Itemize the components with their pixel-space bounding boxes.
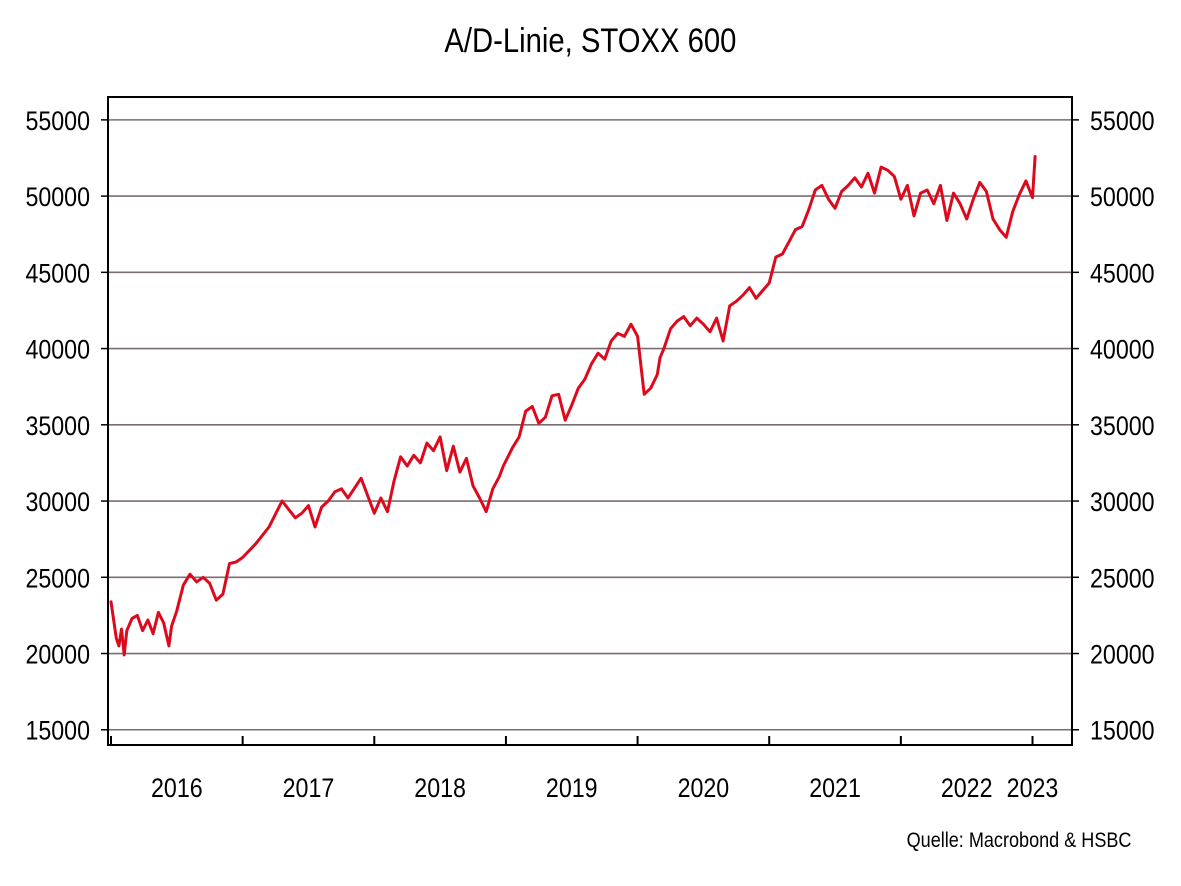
y-tick-label-right: 35000 [1090, 411, 1155, 441]
y-tick-label-right: 55000 [1090, 106, 1155, 136]
x-tick-label: 2018 [414, 773, 466, 803]
y-axis-right: 15000 20000 25000 30000 35000 40000 45000 50000… [1072, 106, 1155, 746]
x-tick-label: 2023 [1007, 773, 1059, 803]
y-tick-label-left: 15000 [25, 716, 90, 746]
series-layer [109, 155, 1037, 657]
series-line [109, 155, 1037, 657]
y-tick-label-left: 40000 [25, 335, 90, 365]
y-tick-label-right: 50000 [1090, 183, 1155, 213]
x-tick-label: 2021 [809, 773, 861, 803]
y-tick-label-right: 20000 [1090, 640, 1155, 670]
grid-lines [108, 119, 1072, 731]
y-tick-label-right: 15000 [1090, 716, 1155, 746]
y-tick-label-left: 30000 [25, 487, 90, 517]
y-tick-label-right: 25000 [1090, 564, 1155, 594]
y-tick-label-left: 25000 [25, 564, 90, 594]
chart-title: A/D-Linie, STOXX 600 [444, 22, 737, 60]
y-tick-label-left: 35000 [25, 411, 90, 441]
y-tick-label-left: 20000 [25, 640, 90, 670]
y-tick-label-left: 45000 [25, 259, 90, 289]
y-tick-label-right: 40000 [1090, 335, 1155, 365]
x-tick-label: 2020 [678, 773, 730, 803]
x-tick-label: 2016 [151, 773, 203, 803]
y-tick-label-right: 30000 [1090, 487, 1155, 517]
x-axis: 2016 2017 2018 2019 2020 2021 2022 2023 [110, 736, 1059, 803]
x-tick-label: 2022 [941, 773, 993, 803]
y-axis-left: 15000 20000 25000 30000 35000 40000 45000 50000… [25, 106, 108, 746]
y-tick-label-left: 50000 [25, 183, 90, 213]
plot-frame [107, 96, 1073, 746]
y-tick-label-right: 45000 [1090, 259, 1155, 289]
source-note: Quelle: Macrobond & HSBC [906, 829, 1131, 852]
x-tick-label: 2017 [283, 773, 335, 803]
x-tick-label: 2019 [546, 773, 598, 803]
y-tick-label-left: 55000 [25, 106, 90, 136]
